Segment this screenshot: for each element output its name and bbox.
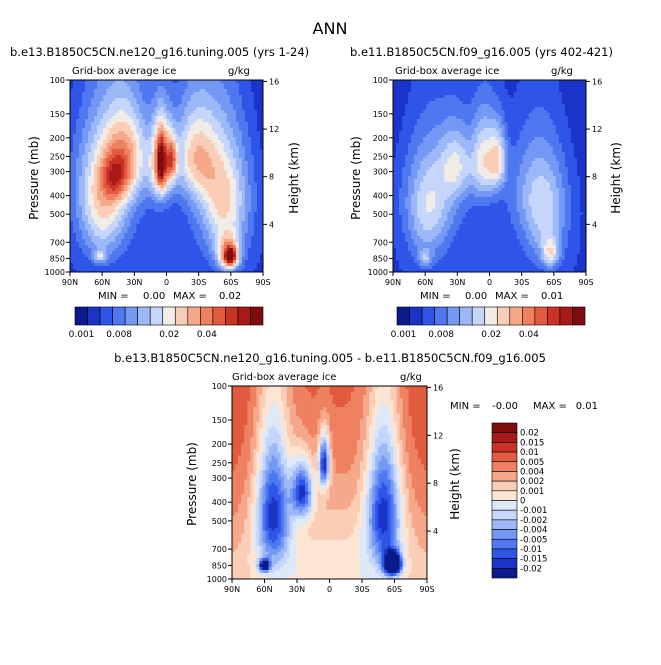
panel-1-colorbar-swatch — [188, 307, 201, 325]
panel-1-lat-tick-label: 30S — [191, 278, 206, 287]
panel-1-colorbar-swatch — [125, 307, 138, 325]
panel-1-plot: 100 150 200 250 300 400 500 700 850 1000 16 12 8 4 90N… — [45, 76, 280, 287]
panel-1-pressure-tick-label: 1000 — [45, 268, 65, 277]
panel-1-y2label: Height (km) — [287, 142, 301, 213]
panel-1-height-tick-label: 16 — [269, 77, 279, 86]
panel-1-height-tick-label: 8 — [269, 173, 274, 182]
panel-1-pressure-tick-label: 700 — [50, 238, 65, 247]
panel-1-colorbar-swatch — [225, 307, 238, 325]
panel-1-pressure-tick-label: 850 — [50, 254, 65, 263]
panel-1-colorbar-tick-label: 0.04 — [197, 330, 217, 340]
panel-2-field — [393, 80, 587, 273]
panel-1-colorbar-swatch — [100, 307, 113, 325]
panel-1-lat-tick-label: 90S — [255, 278, 270, 287]
panel-1-colorbar-tick-label: 0.001 — [69, 330, 95, 340]
panel-1-colorbar-swatch — [200, 307, 213, 325]
panel-2: b.e11.B1850C5CN.f09_g16.005 (yrs 402-421… — [349, 45, 623, 340]
panel-1-colorbar-swatch — [175, 307, 188, 325]
panel-1-colorbar-swatch — [250, 307, 263, 325]
panel-2-subtitle: Grid-box average ice — [395, 66, 499, 77]
panel-1-field — [70, 80, 264, 273]
panel-1-colorbar-swatch — [113, 307, 126, 325]
panel-1-lat-tick-label: 0 — [164, 278, 169, 287]
panel-1-lat-tick-label: 60N — [94, 278, 110, 287]
panel-1-ylabel: Pressure (mb) — [27, 136, 41, 220]
panel-1-min-label: MIN = — [98, 291, 129, 302]
panel-1-max-value: 0.02 — [219, 291, 241, 302]
panel-1: b.e13.B1850C5CN.ne120_g16.tuning.005 (yr… — [10, 45, 309, 340]
panel-1-units: g/kg — [228, 66, 250, 77]
panel-1-colorbar-swatch — [138, 307, 151, 325]
panel-2-plot: 100150200250300400500700850100016128490N… — [368, 76, 603, 287]
panel-1-subtitle: Grid-box average ice — [72, 66, 176, 77]
panel-1-max-label: MAX = — [173, 291, 207, 302]
panel-1-min-value: 0.00 — [143, 291, 165, 302]
panel-1-pressure-tick-label: 300 — [50, 168, 65, 177]
panel-1-colorbar-tick-label: 0.02 — [159, 330, 179, 340]
panel-1-pressure-tick-label: 500 — [50, 210, 65, 219]
panel-1-colorbar-tick-label: 0.008 — [106, 330, 132, 340]
panel-1-lat-tick-label: 30N — [126, 278, 142, 287]
panel-1-colorbar-swatch — [75, 307, 88, 325]
panel-1-colorbar-swatch — [238, 307, 251, 325]
panel-1-pressure-tick-label: 150 — [50, 110, 65, 119]
panel-1-colorbar-swatch — [150, 307, 163, 325]
panel-1-lat-tick-label: 60S — [223, 278, 238, 287]
panel-1-pressure-tick-label: 100 — [50, 76, 65, 85]
page-title: ANN — [313, 19, 348, 38]
panel-1-colorbar-swatch — [163, 307, 176, 325]
panel-1-pressure-tick-label: 200 — [50, 134, 65, 143]
panel-1-title: b.e13.B1850C5CN.ne120_g16.tuning.005 (yr… — [10, 45, 309, 59]
panel-1-colorbar: 0.001 0.008 0.02 0.04 — [69, 307, 263, 340]
panel-1-pressure-tick-label: 400 — [50, 192, 65, 201]
panel-1-colorbar-swatch — [213, 307, 226, 325]
panel-2-title: b.e11.B1850C5CN.f09_g16.005 (yrs 402-421… — [350, 45, 613, 59]
panel-2-units: g/kg — [551, 66, 573, 77]
panel-1-pressure-tick-label: 250 — [50, 152, 65, 161]
panel-1-height-tick-label: 4 — [269, 220, 274, 229]
panel-1-height-tick-label: 12 — [269, 125, 279, 134]
panel-1-colorbar-swatch — [88, 307, 101, 325]
panel-1-lat-tick-label: 90N — [62, 278, 78, 287]
